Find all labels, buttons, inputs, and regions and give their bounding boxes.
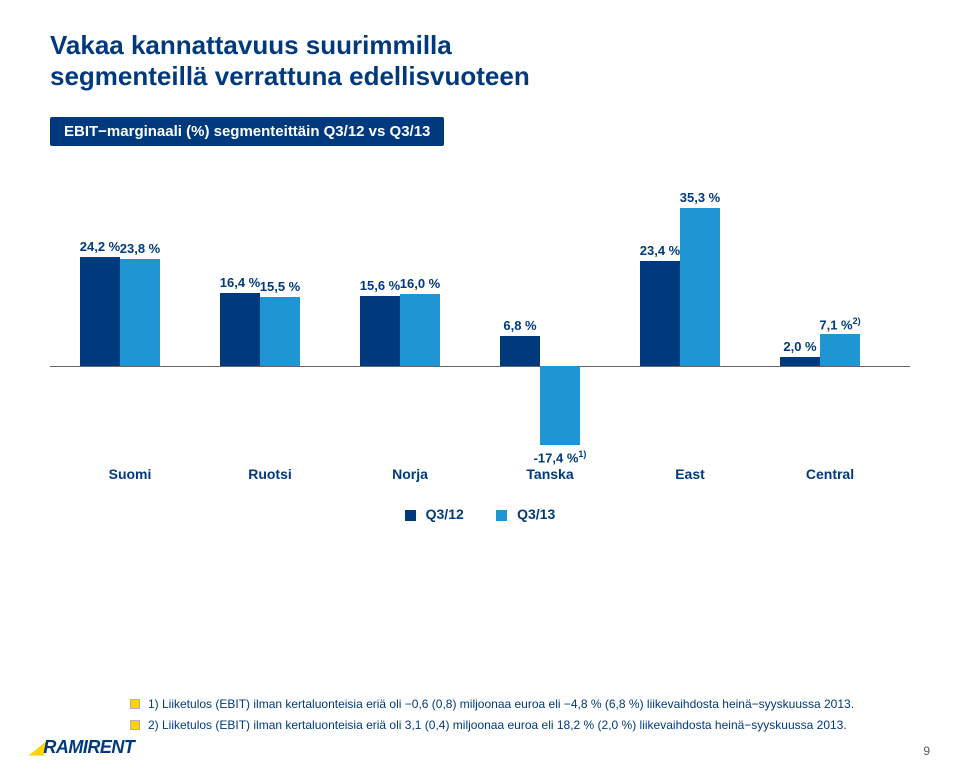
bar-ruotsi-Q3-13 — [260, 297, 300, 367]
bar-central-Q3-12 — [780, 357, 820, 366]
ramirent-logo: ◢RAMIRENT — [30, 737, 134, 758]
bullet-icon — [130, 720, 140, 730]
category-label-ruotsi: Ruotsi — [200, 466, 340, 482]
bar-tanska-Q3-13 — [540, 366, 580, 444]
bullet-icon — [130, 699, 140, 709]
category-label-central: Central — [760, 466, 900, 482]
footnotes: 1) Liiketulos (EBIT) ilman kertaluonteis… — [130, 696, 900, 738]
title-line-1: Vakaa kannattavuus suurimmilla — [50, 30, 452, 60]
bar-label-central-1: 7,1 %2) — [800, 316, 880, 332]
bar-ruotsi-Q3-12 — [220, 293, 260, 367]
category-label-east: East — [620, 466, 760, 482]
page-title: Vakaa kannattavuus suurimmilla segmentei… — [50, 30, 910, 92]
legend-label-q313: Q3/13 — [517, 506, 555, 522]
bar-norja-Q3-12 — [360, 296, 400, 366]
bar-suomi-Q3-13 — [120, 259, 160, 366]
legend-label-q312: Q3/12 — [426, 506, 464, 522]
bar-label-tanska-0: 6,8 % — [480, 318, 560, 333]
footnote-2: 2) Liiketulos (EBIT) ilman kertaluonteis… — [130, 717, 900, 734]
legend-swatch-q313 — [496, 510, 507, 521]
bar-suomi-Q3-12 — [80, 257, 120, 366]
legend-swatch-q312 — [405, 510, 416, 521]
bar-label-east-1: 35,3 % — [660, 190, 740, 205]
bar-label-tanska-1: -17,4 %1) — [520, 449, 600, 465]
subtitle-text: EBIT−marginaali (%) segmenteittäin Q3/12… — [64, 123, 430, 140]
category-label-norja: Norja — [340, 466, 480, 482]
logo-accent-icon: ◢ — [30, 737, 43, 757]
bar-label-suomi-1: 23,8 % — [100, 241, 180, 256]
bar-label-ruotsi-1: 15,5 % — [240, 279, 320, 294]
category-label-tanska: Tanska — [480, 466, 620, 482]
ebit-margin-chart: 24,2 %23,8 %Suomi16,4 %15,5 %Ruotsi15,6 … — [50, 166, 910, 586]
chart-legend: Q3/12 Q3/13 — [50, 506, 910, 524]
bar-east-Q3-13 — [680, 208, 720, 367]
bar-norja-Q3-13 — [400, 294, 440, 366]
bar-label-norja-1: 16,0 % — [380, 276, 460, 291]
bar-central-Q3-13 — [820, 334, 860, 366]
subtitle-bar: EBIT−marginaali (%) segmenteittäin Q3/12… — [50, 117, 444, 146]
legend-item-q313: Q3/13 — [496, 506, 555, 522]
bar-east-Q3-12 — [640, 261, 680, 366]
bar-tanska-Q3-12 — [500, 336, 540, 367]
category-label-suomi: Suomi — [60, 466, 200, 482]
title-line-2: segmenteillä verrattuna edellisvuoteen — [50, 61, 530, 91]
legend-item-q312: Q3/12 — [405, 506, 464, 522]
footnote-1: 1) Liiketulos (EBIT) ilman kertaluonteis… — [130, 696, 900, 713]
page-number: 9 — [923, 744, 930, 758]
